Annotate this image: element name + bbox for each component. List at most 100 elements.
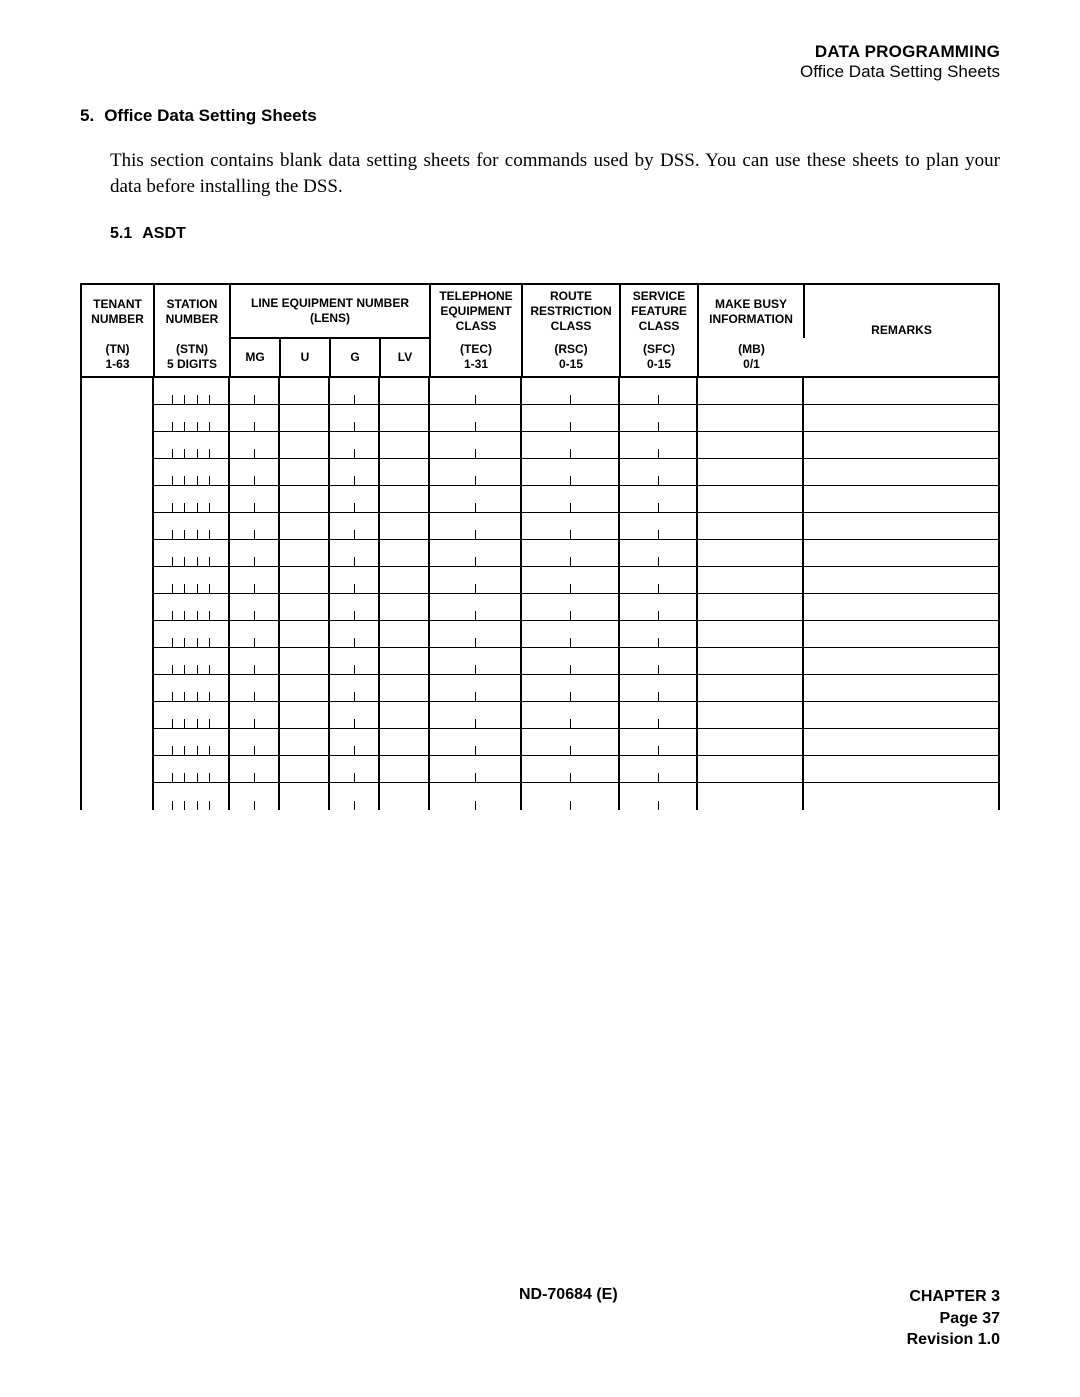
col-stn-bot-label: (STN) 5 DIGITS — [167, 342, 217, 371]
tick-marks — [430, 395, 520, 404]
cell-lv — [380, 675, 430, 701]
cell-rsc — [522, 378, 620, 404]
table-row — [154, 378, 998, 405]
cell-tec — [430, 702, 522, 728]
cell-rsc — [522, 648, 620, 674]
cell-lv — [380, 378, 430, 404]
cell-lv — [380, 621, 430, 647]
tick-marks — [154, 692, 228, 701]
cell-tec — [430, 378, 522, 404]
col-g: G — [330, 338, 380, 377]
tick-marks — [522, 503, 618, 512]
tick-marks — [154, 503, 228, 512]
cell-u — [280, 783, 330, 810]
cell-rsc — [522, 756, 620, 782]
tick-marks — [154, 422, 228, 431]
col-mb-top-label: MAKE BUSY INFORMATION — [709, 297, 793, 326]
tick-marks — [330, 665, 378, 674]
cell-g — [330, 486, 380, 512]
table-row — [154, 486, 998, 513]
tick-marks — [330, 638, 378, 647]
cell-mg — [230, 756, 280, 782]
tick-marks — [230, 449, 278, 458]
cell-stn — [154, 486, 230, 512]
col-tn-top: TENANT NUMBER — [82, 285, 154, 338]
cell-u — [280, 675, 330, 701]
cell-g — [330, 567, 380, 593]
tick-marks — [154, 530, 228, 539]
table-row — [154, 567, 998, 594]
col-mb-bot: (MB) 0/1 — [698, 338, 804, 377]
tick-marks — [230, 476, 278, 485]
cell-tec — [430, 513, 522, 539]
col-stn-bot: (STN) 5 DIGITS — [154, 338, 230, 377]
cell-rem — [804, 729, 998, 755]
tick-marks — [620, 503, 696, 512]
footer-doc: ND-70684 (E) — [230, 1286, 907, 1304]
tick-marks — [230, 801, 278, 810]
tick-marks — [230, 530, 278, 539]
cell-u — [280, 594, 330, 620]
cell-rem — [804, 621, 998, 647]
tick-marks — [620, 449, 696, 458]
footer-right: CHAPTER 3 Page 37 Revision 1.0 — [907, 1286, 1000, 1351]
col-sfc-top-label: SERVICE FEATURE CLASS — [631, 289, 687, 333]
cell-rem — [804, 378, 998, 404]
col-rsc-bot: (RSC) 0-15 — [522, 338, 620, 377]
cell-mb — [698, 378, 804, 404]
cell-u — [280, 621, 330, 647]
col-lens-top-label: LINE EQUIPMENT NUMBER (LENS) — [251, 296, 409, 325]
cell-sfc — [620, 594, 698, 620]
cell-u — [280, 432, 330, 458]
cell-mg — [230, 513, 280, 539]
tick-marks — [620, 746, 696, 755]
cell-lv — [380, 702, 430, 728]
cell-mg — [230, 783, 280, 810]
cell-mb — [698, 729, 804, 755]
tick-marks — [522, 557, 618, 566]
table-row — [154, 702, 998, 729]
cell-rem — [804, 513, 998, 539]
cell-rem — [804, 486, 998, 512]
cell-rsc — [522, 513, 620, 539]
col-rsc-bot-label: (RSC) 0-15 — [554, 342, 587, 371]
cell-mb — [698, 756, 804, 782]
cell-lv — [380, 729, 430, 755]
cell-mb — [698, 405, 804, 431]
cell-rsc — [522, 675, 620, 701]
cell-lv — [380, 459, 430, 485]
table-row — [154, 783, 998, 810]
cell-rsc — [522, 783, 620, 810]
col-sfc-bot-label: (SFC) 0-15 — [643, 342, 675, 371]
cell-mg — [230, 540, 280, 566]
cell-sfc — [620, 378, 698, 404]
tick-marks — [522, 530, 618, 539]
tick-marks — [620, 557, 696, 566]
tick-marks — [330, 584, 378, 593]
tick-marks — [330, 449, 378, 458]
cell-rem — [804, 540, 998, 566]
cell-sfc — [620, 702, 698, 728]
col-tec-top-label: TELEPHONE EQUIPMENT CLASS — [439, 289, 512, 333]
cell-mb — [698, 621, 804, 647]
tick-marks — [230, 719, 278, 728]
tick-marks — [620, 692, 696, 701]
section-heading: 5.Office Data Setting Sheets — [80, 106, 1000, 126]
tick-marks — [154, 476, 228, 485]
cell-u — [280, 756, 330, 782]
cell-mb — [698, 486, 804, 512]
cell-g — [330, 459, 380, 485]
tick-marks — [620, 584, 696, 593]
cell-rem — [804, 405, 998, 431]
col-sfc-top: SERVICE FEATURE CLASS — [620, 285, 698, 338]
cell-stn — [154, 729, 230, 755]
tick-marks — [522, 611, 618, 620]
tick-marks — [154, 773, 228, 782]
col-stn-top: STATION NUMBER — [154, 285, 230, 338]
tick-marks — [620, 422, 696, 431]
cell-rsc — [522, 540, 620, 566]
cell-mb — [698, 594, 804, 620]
tick-marks — [154, 746, 228, 755]
cell-stn — [154, 594, 230, 620]
table-row — [154, 621, 998, 648]
